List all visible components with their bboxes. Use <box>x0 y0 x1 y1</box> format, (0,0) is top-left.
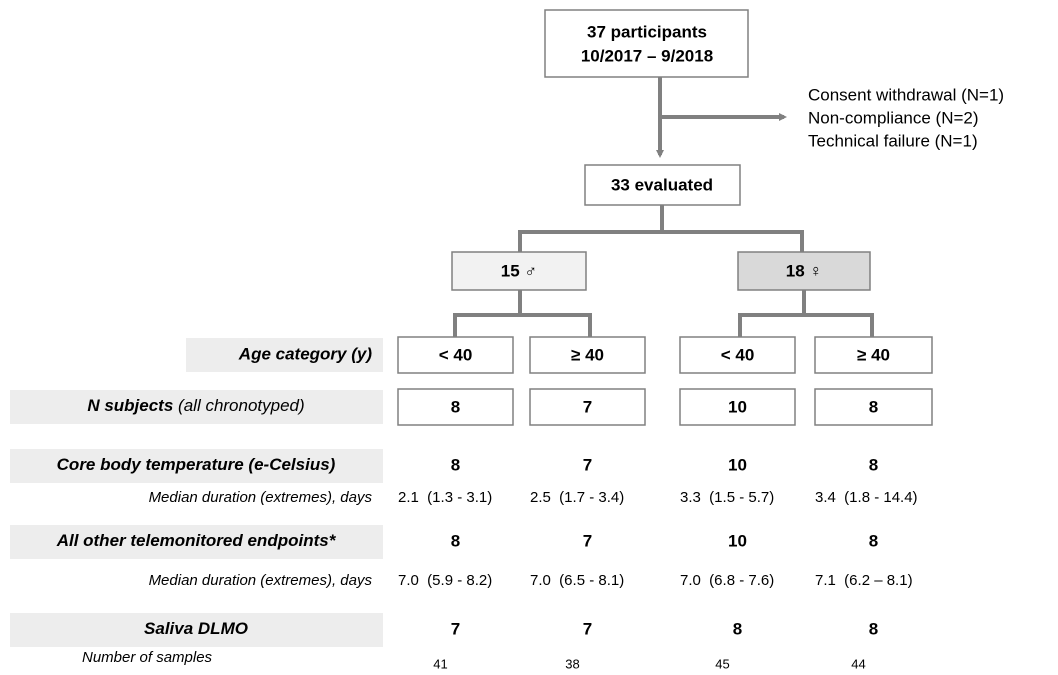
cell: 45 <box>715 656 729 671</box>
row-label: Number of samples <box>82 649 213 666</box>
cell: ≥ 40 <box>857 345 890 364</box>
row-label-note: (all chronotyped) <box>178 396 305 415</box>
female-box <box>737 251 871 291</box>
row-label-main: N subjects <box>87 396 173 415</box>
cell: 3.3 (1.5 - 5.7) <box>680 489 774 506</box>
label-box <box>10 449 383 483</box>
cell-box <box>529 388 646 426</box>
cell: 7.0 (5.9 - 8.2) <box>398 572 492 589</box>
cell-box <box>679 388 796 426</box>
row-label: Saliva DLMO <box>144 619 248 638</box>
cell: 2.5 (1.7 - 3.4) <box>530 489 624 506</box>
cell-box <box>529 336 646 374</box>
cell: 10 <box>728 397 747 416</box>
cell: 38 <box>565 656 579 671</box>
cell-box <box>679 336 796 374</box>
label-box <box>186 338 383 372</box>
cell-box <box>397 388 514 426</box>
top-line1: 37 participants <box>587 22 707 41</box>
cell: 8 <box>869 397 878 416</box>
cell: 10 <box>728 455 747 474</box>
cell: 2.1 (1.3 - 3.1) <box>398 489 492 506</box>
cell: 8 <box>451 397 460 416</box>
evaluated: 33 evaluated <box>611 175 713 194</box>
cell: 10 <box>728 531 747 550</box>
top-box <box>544 9 749 78</box>
row-label: All other telemonitored endpoints* <box>56 531 337 550</box>
cell: 8 <box>869 619 878 638</box>
label-box <box>10 613 383 647</box>
cell: 8 <box>451 455 460 474</box>
cell-box <box>814 336 933 374</box>
row-label-main: All other telemonitored endpoints* <box>56 531 337 550</box>
top-line2: 10/2017 – 9/2018 <box>581 46 713 65</box>
male-box <box>451 251 587 291</box>
female-group: 18 ♀ <box>786 261 822 280</box>
cell-box <box>397 336 514 374</box>
male-split <box>453 290 592 337</box>
cell: ≥ 40 <box>571 345 604 364</box>
row-label: Core body temperature (e-Celsius) <box>57 455 336 474</box>
cell: 8 <box>869 455 878 474</box>
cell: 8 <box>869 531 878 550</box>
cell: 7 <box>583 397 592 416</box>
evaluated-box <box>584 164 741 206</box>
cell-box <box>814 388 933 426</box>
label-box <box>10 390 383 424</box>
row-label: Median duration (extremes), days <box>149 572 373 589</box>
label-box <box>10 525 383 559</box>
cell: < 40 <box>439 345 473 364</box>
row-label: N subjects (all chronotyped) <box>87 396 304 415</box>
cell: 8 <box>451 531 460 550</box>
cell: 41 <box>433 656 447 671</box>
female-split <box>738 290 874 337</box>
cell: 7.1 (6.2 – 8.1) <box>815 572 913 589</box>
row-label-main: Saliva DLMO <box>144 619 248 638</box>
cell: 3.4 (1.8 - 14.4) <box>815 489 918 506</box>
exclusion: Technical failure (N=1) <box>808 131 978 150</box>
cell: 7.0 (6.5 - 8.1) <box>530 572 624 589</box>
table: Age category (y) < 40 ≥ 40 < 40 ≥ 40 N subjec… <box>10 336 933 671</box>
cell: 7 <box>451 619 460 638</box>
cell: 7 <box>583 531 592 550</box>
exclusion: Consent withdrawal (N=1) <box>808 85 1004 104</box>
connectors <box>453 77 874 337</box>
cell: 7 <box>583 619 592 638</box>
cell: 8 <box>733 619 742 638</box>
cell: < 40 <box>721 345 755 364</box>
row-label: Median duration (extremes), days <box>149 489 373 506</box>
exclusion: Non-compliance (N=2) <box>808 108 979 127</box>
row-label: Age category (y) <box>238 344 373 363</box>
cell: 44 <box>851 656 865 671</box>
cell: 7.0 (6.8 - 7.6) <box>680 572 774 589</box>
male-group: 15 ♂ <box>501 261 537 280</box>
tree-split <box>518 205 804 252</box>
cell: 7 <box>583 455 592 474</box>
row-label-main: Core body temperature (e-Celsius) <box>57 455 336 474</box>
